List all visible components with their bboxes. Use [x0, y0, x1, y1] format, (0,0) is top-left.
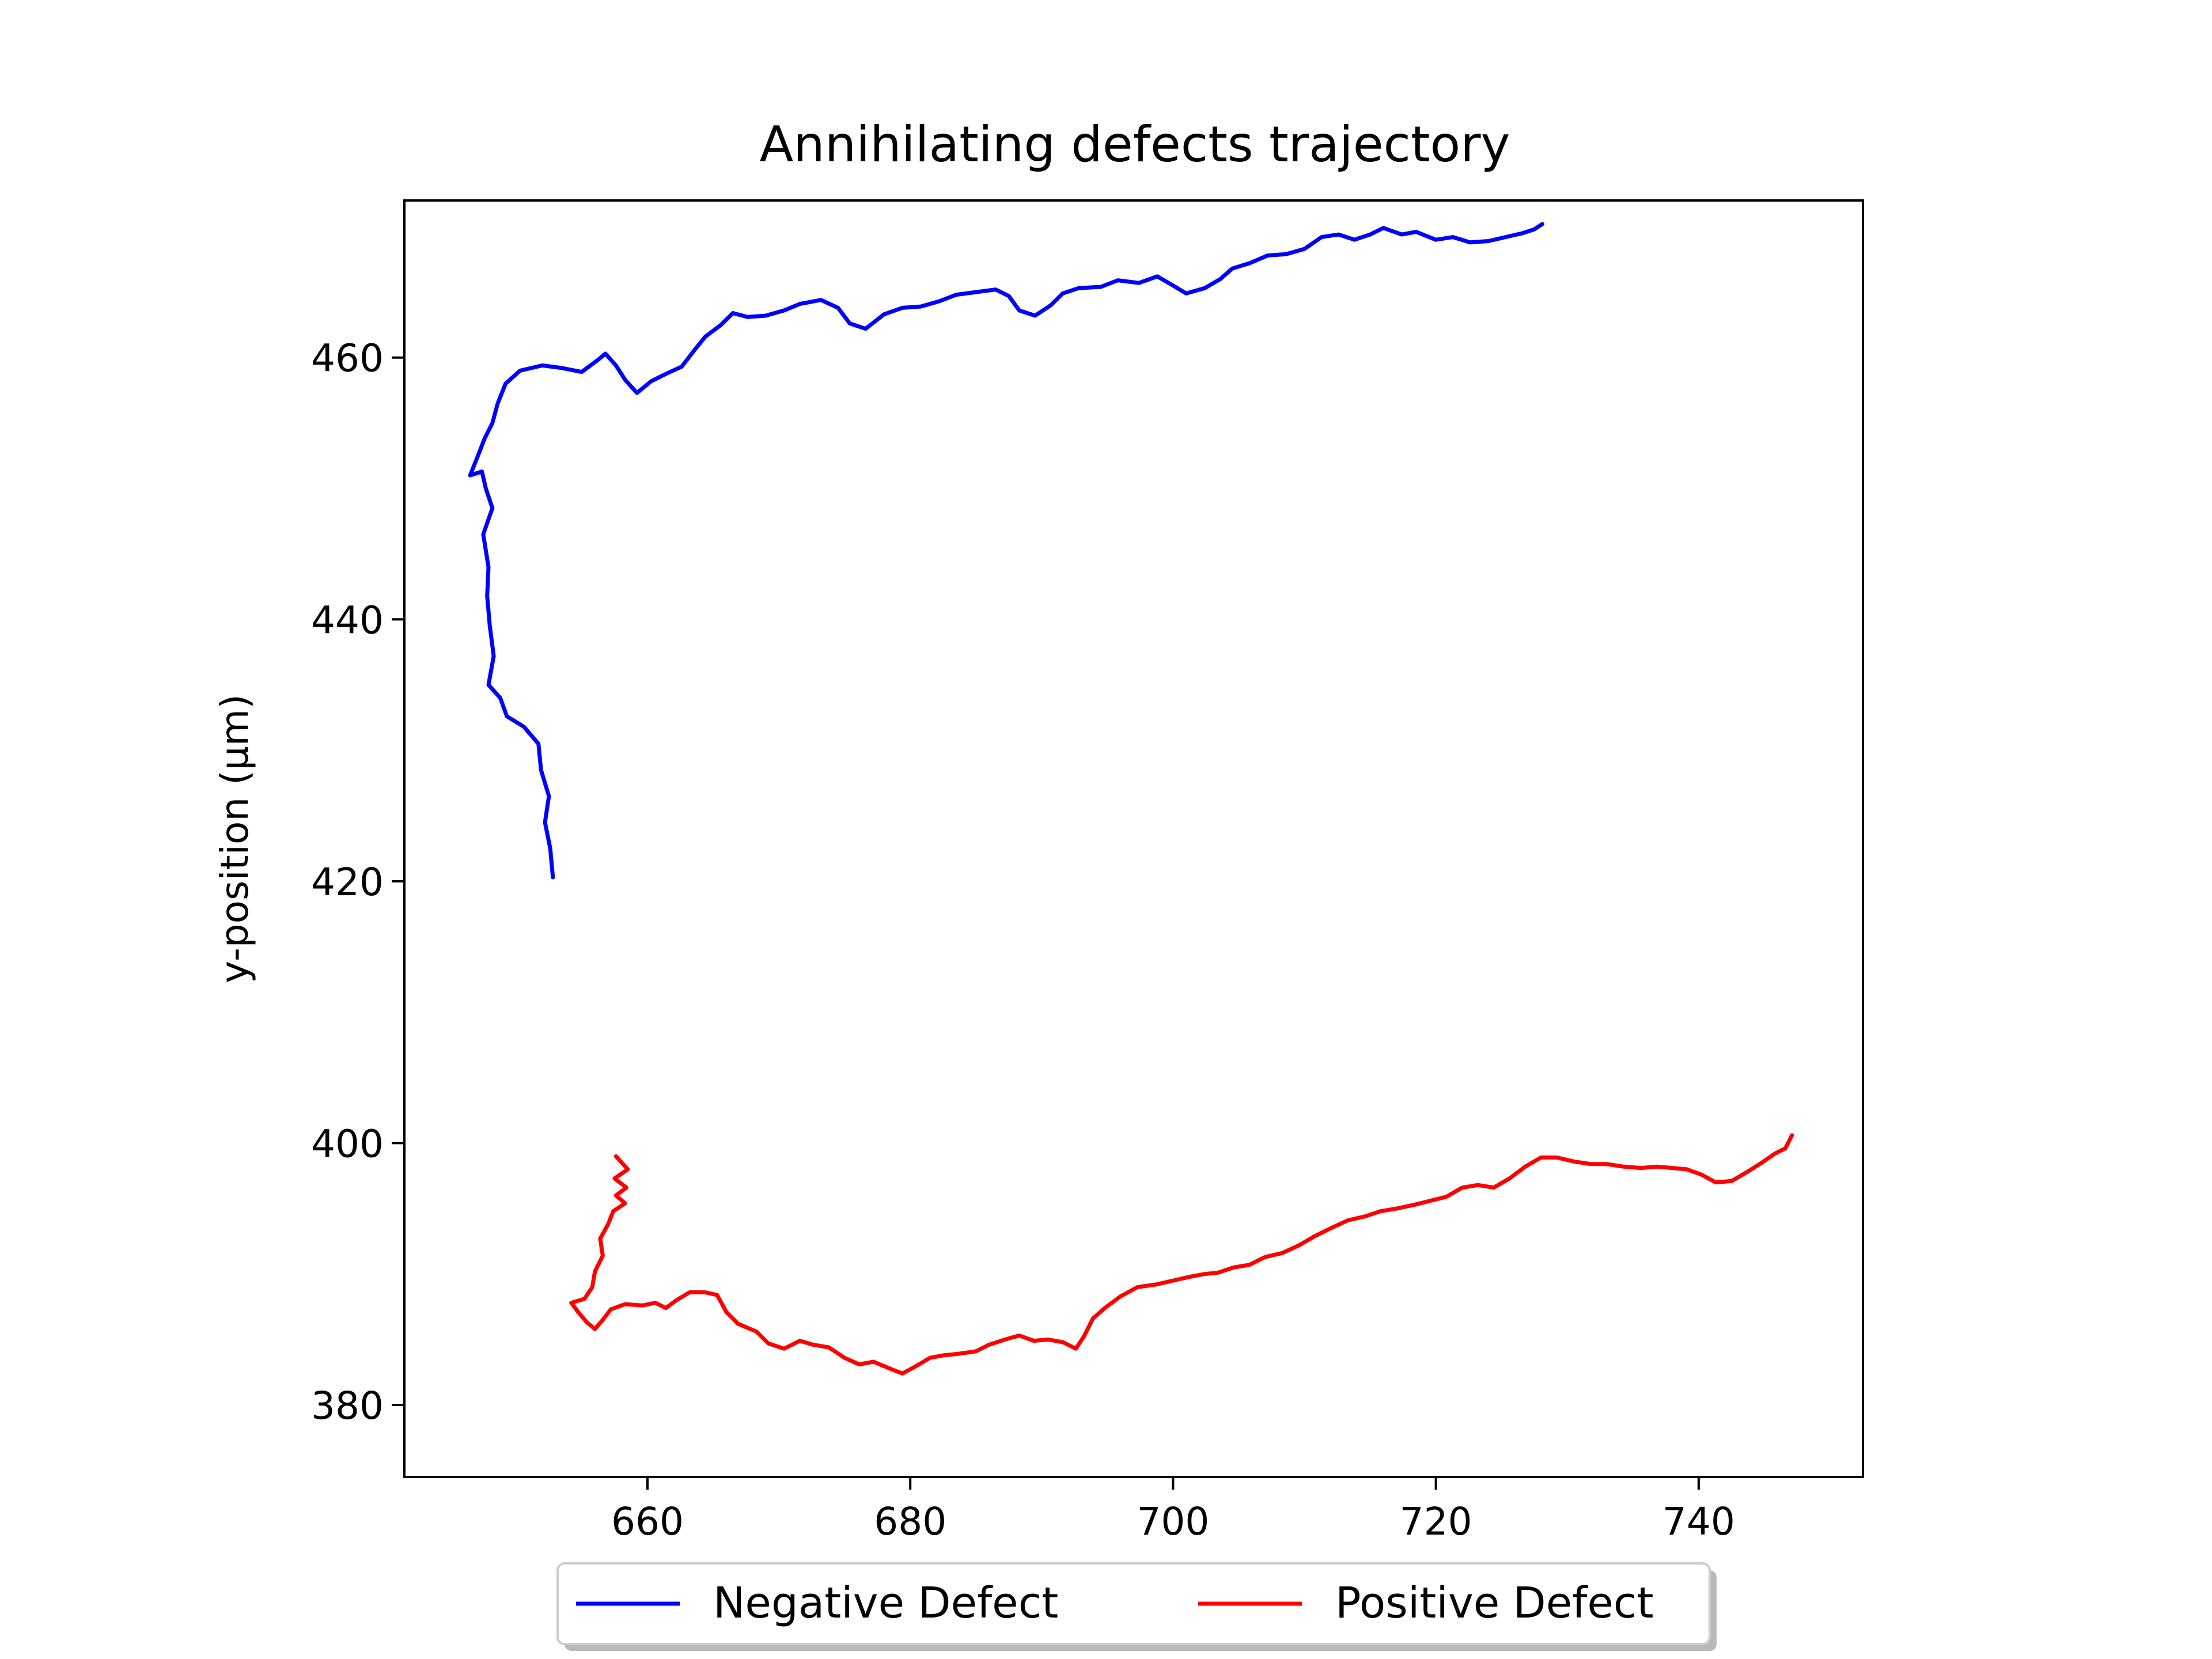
legend-items: Negative Defect Positive Defect: [576, 1578, 1654, 1628]
series-line-positive-defect: [569, 1133, 1794, 1376]
legend: Negative Defect Positive Defect: [556, 1562, 1717, 1651]
series-layer: [468, 222, 1794, 1376]
y-axis: 380 400 420 440 460: [311, 336, 404, 1428]
x-tick-label: 700: [1137, 1499, 1209, 1544]
y-tick-label: 460: [311, 336, 384, 381]
x-tick-label: 720: [1400, 1499, 1472, 1544]
series-line-negative-defect: [468, 222, 1544, 880]
y-tick-label: 420: [311, 860, 384, 904]
y-axis-label: y-position (μm): [213, 694, 257, 983]
axes-frame: [403, 199, 1864, 1478]
plot-area: [403, 199, 1864, 1478]
y-tick-label: 440: [311, 598, 384, 642]
x-axis: 660 680 700 720 740: [611, 1477, 1735, 1544]
legend-label-positive-defect: Positive Defect: [1335, 1578, 1654, 1628]
x-tick-label: 740: [1662, 1499, 1735, 1544]
y-tick-label: 380: [311, 1384, 384, 1428]
chart-title: Annihilating defects trajectory: [759, 116, 1510, 173]
x-tick-label: 680: [874, 1499, 946, 1544]
x-tick-label: 660: [611, 1499, 684, 1544]
y-tick-label: 400: [311, 1122, 384, 1166]
legend-box: [556, 1562, 1711, 1645]
legend-label-negative-defect: Negative Defect: [713, 1578, 1058, 1628]
